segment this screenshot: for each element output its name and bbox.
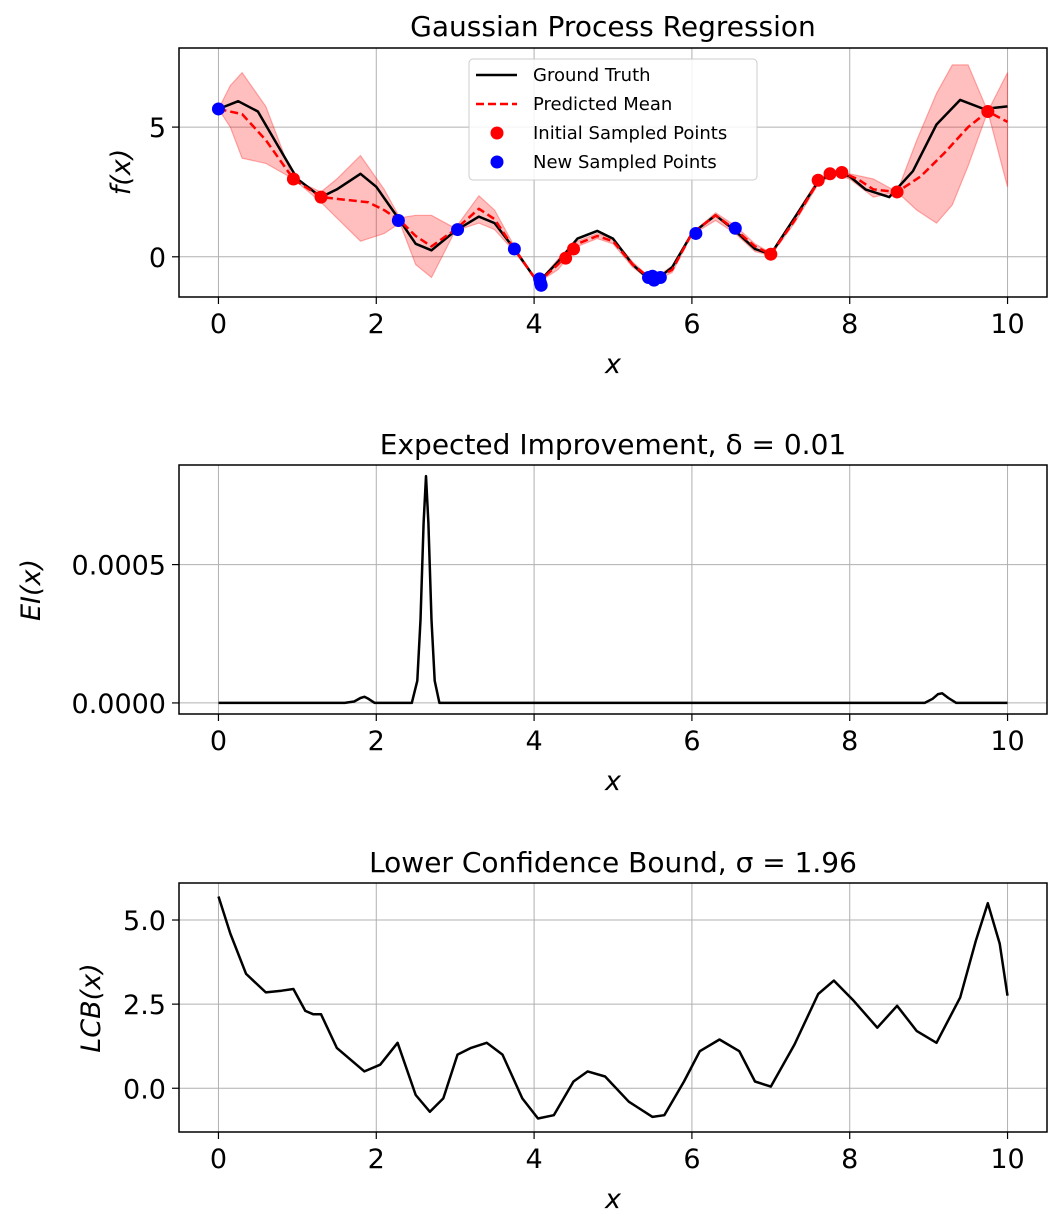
- x-tick-label: 10: [990, 309, 1024, 340]
- new-sampled-point: [211, 102, 225, 116]
- confidence-band: [217, 64, 1009, 284]
- legend-swatch-initial-points: [490, 126, 504, 140]
- initial-sampled-point: [890, 185, 904, 199]
- panel-title: Gaussian Process Regression: [410, 10, 816, 43]
- x-tick-label: 2: [368, 1144, 385, 1175]
- series-line: [218, 474, 1008, 705]
- axes-frame: [178, 464, 1048, 715]
- y-tick-label: 2.5: [123, 990, 166, 1021]
- x-axis-label: x: [604, 1184, 622, 1215]
- initial-sampled-point: [811, 173, 825, 187]
- x-tick-label: 4: [525, 1144, 542, 1175]
- legend-entry: Initial Sampled Points: [533, 123, 727, 144]
- y-axis: 05: [149, 113, 179, 274]
- panel-title: Expected Improvement, δ = 0.01: [380, 428, 846, 461]
- x-tick-label: 6: [683, 726, 700, 757]
- x-tick-label: 10: [990, 1144, 1024, 1175]
- x-tick-label: 2: [368, 309, 385, 340]
- x-axis: 0 2 4 6 8 10: [210, 714, 1025, 757]
- grid: [179, 883, 1047, 1132]
- initial-sampled-point: [835, 166, 849, 179]
- new-sampled-point: [653, 271, 667, 285]
- y-axis-label: f(x): [106, 149, 137, 196]
- new-sampled-point: [728, 221, 742, 235]
- y-tick-label: 0.0000: [72, 689, 166, 720]
- legend-entry: Predicted Mean: [533, 94, 672, 115]
- y-axis-label: EI(x): [16, 559, 47, 621]
- initial-sampled-point: [981, 105, 995, 119]
- legend-swatch-new-points: [490, 155, 504, 169]
- series-line: [217, 896, 1009, 1120]
- x-tick-label: 4: [525, 309, 542, 340]
- panel-gp-regression: Gaussian Process Regression 0 2 4 6 8 10 05 x…: [106, 10, 1048, 380]
- initial-sampled-point: [764, 247, 778, 261]
- plot-area: [211, 64, 1009, 292]
- panel-lower-confidence-bound: Lower Confidence Bound, σ = 1.96 0 2 4 6 8 10…: [76, 846, 1048, 1215]
- new-sampled-point: [534, 278, 548, 292]
- series-line: [218, 107, 1009, 284]
- x-tick-label: 8: [841, 726, 858, 757]
- x-tick-label: 8: [841, 1144, 858, 1175]
- x-tick-label: 8: [841, 309, 858, 340]
- x-tick-label: 6: [683, 309, 700, 340]
- new-sampled-point: [391, 213, 405, 227]
- new-sampled-point: [507, 242, 521, 256]
- x-axis-label: x: [604, 349, 622, 380]
- x-tick-label: 0: [210, 309, 227, 340]
- x-tick-label: 4: [525, 726, 542, 757]
- axes-frame: [178, 882, 1048, 1133]
- new-sampled-point: [689, 226, 703, 240]
- y-tick-label: 5: [149, 113, 166, 144]
- plot-area: [217, 896, 1009, 1120]
- x-axis: 0 2 4 6 8 10: [210, 1132, 1025, 1175]
- initial-sampled-point: [314, 190, 328, 204]
- initial-sampled-point: [559, 251, 573, 265]
- x-tick-label: 10: [990, 726, 1024, 757]
- plot-area: [218, 474, 1008, 705]
- legend: Ground Truth Predicted Mean Initial Samp…: [468, 58, 758, 181]
- x-tick-label: 0: [210, 726, 227, 757]
- x-axis: 0 2 4 6 8 10: [210, 297, 1025, 340]
- x-axis-label: x: [604, 766, 622, 797]
- initial-sampled-point: [567, 242, 581, 256]
- x-tick-label: 0: [210, 1144, 227, 1175]
- panel-expected-improvement: Expected Improvement, δ = 0.01 0 2 4 6 8 10 0…: [16, 428, 1048, 797]
- x-tick-label: 2: [368, 726, 385, 757]
- initial-sampled-point: [286, 172, 300, 186]
- legend-box: [468, 58, 758, 181]
- y-tick-label: 0.0005: [72, 551, 166, 582]
- panel-title: Lower Confidence Bound, σ = 1.96: [369, 846, 857, 879]
- y-axis-label: LCB(x): [76, 963, 107, 1052]
- y-axis: 0.0 2.5 5.0: [123, 906, 179, 1105]
- grid: [179, 465, 1047, 714]
- initial-sampled-point: [823, 167, 837, 181]
- y-tick-label: 0.0: [123, 1074, 166, 1105]
- legend-entry: Ground Truth: [533, 65, 651, 86]
- y-tick-label: 0: [149, 243, 166, 274]
- new-sampled-point: [451, 223, 465, 237]
- series-line: [218, 98, 1008, 284]
- legend-entry: New Sampled Points: [533, 152, 717, 173]
- axes-frame: [178, 47, 1048, 298]
- y-tick-label: 5.0: [123, 906, 166, 937]
- x-tick-label: 6: [683, 1144, 700, 1175]
- y-axis: 0.0000 0.0005: [72, 551, 179, 720]
